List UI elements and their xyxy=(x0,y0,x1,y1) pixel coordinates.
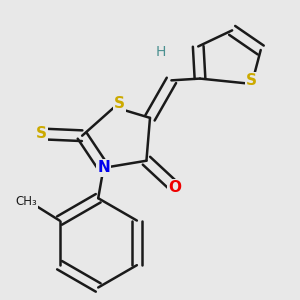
Text: S: S xyxy=(246,73,257,88)
Text: O: O xyxy=(169,180,182,195)
Text: S: S xyxy=(114,96,125,111)
Text: S: S xyxy=(36,126,46,141)
Text: H: H xyxy=(155,45,166,59)
Text: N: N xyxy=(97,160,110,175)
Text: CH₃: CH₃ xyxy=(16,195,37,208)
